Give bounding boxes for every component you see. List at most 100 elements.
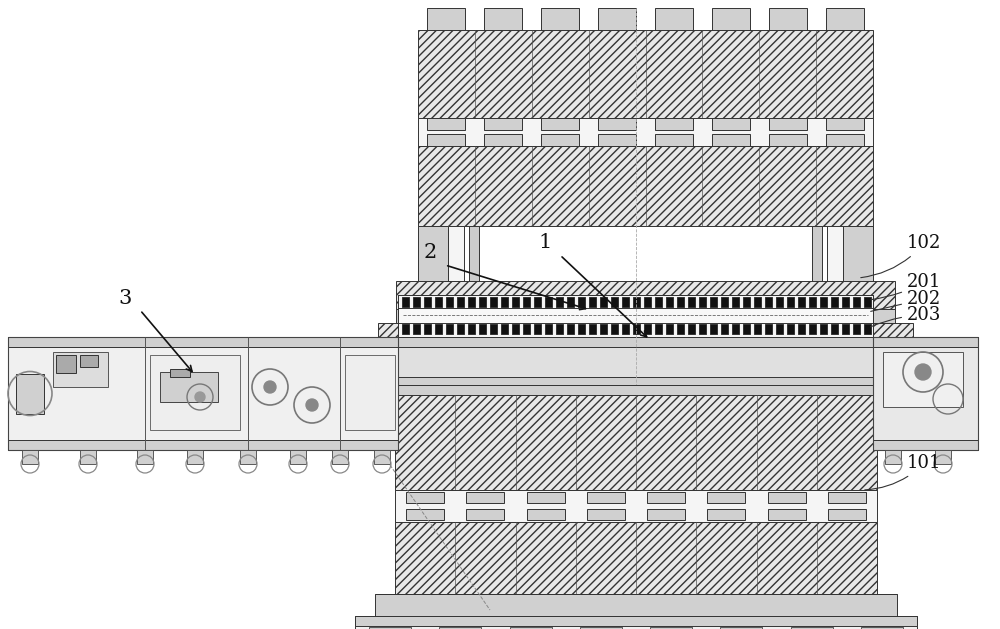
Bar [655,8,693,30]
Bar [633,324,640,334]
Bar [374,450,390,464]
Bar [842,297,849,307]
Bar [655,118,693,130]
Bar [787,297,794,307]
Bar [707,509,745,520]
Bar [396,309,895,323]
Bar [435,297,442,307]
Circle shape [195,392,205,402]
Bar [418,30,873,118]
Bar [527,492,565,503]
Bar [448,226,464,281]
Bar [644,297,651,307]
Bar [468,297,475,307]
Bar [479,324,486,334]
Bar [873,337,978,347]
Text: 101: 101 [865,454,942,490]
Bar [501,324,508,334]
Bar [699,297,706,307]
Bar [765,297,772,307]
Bar [776,297,783,307]
Bar [853,324,860,334]
Bar [390,337,881,347]
Bar [769,134,807,146]
Bar [541,134,579,146]
Bar [827,226,843,281]
Bar [828,509,866,520]
Bar [80,450,96,464]
Bar [395,385,877,395]
Bar [484,8,522,30]
Bar [677,297,684,307]
Bar [831,324,838,334]
Bar [710,324,717,334]
Bar [820,324,827,334]
Bar [587,509,625,520]
Bar [812,226,822,281]
Bar [567,297,574,307]
Bar [22,450,38,464]
Bar [820,297,827,307]
Bar [842,324,849,334]
Bar [787,324,794,334]
Circle shape [306,399,318,411]
Bar [644,324,651,334]
Bar [589,324,596,334]
Bar [53,352,108,387]
Bar [8,337,398,347]
Bar [468,324,475,334]
Bar [754,324,761,334]
Bar [710,297,717,307]
Bar [826,8,864,30]
Bar [633,297,640,307]
Bar [556,297,563,307]
Bar [534,297,541,307]
Bar [732,297,739,307]
Bar [355,616,917,629]
Bar [828,492,866,503]
Bar [375,594,897,616]
Bar [589,297,596,307]
Bar [406,509,444,520]
Bar [398,308,873,323]
Bar [355,616,917,626]
Bar [721,324,728,334]
Bar [466,509,504,520]
Bar [883,352,963,407]
Bar [587,492,625,503]
Bar [677,324,684,334]
Bar [853,297,860,307]
Bar [378,323,913,345]
Bar [647,492,685,503]
Bar [598,118,636,130]
Bar [8,337,398,450]
Bar [457,297,464,307]
Bar [598,8,636,30]
Bar [137,450,153,464]
Bar [600,297,607,307]
Bar [479,297,486,307]
Bar [720,627,762,629]
Bar [402,324,409,334]
Bar [501,297,508,307]
Bar [688,324,695,334]
Bar [712,118,750,130]
Bar [160,372,218,402]
Text: 2: 2 [423,243,437,262]
Bar [170,369,190,377]
Bar [712,134,750,146]
Bar [541,118,579,130]
Bar [512,324,519,334]
Bar [861,627,903,629]
Bar [935,450,951,464]
Bar [765,324,772,334]
Bar [655,134,693,146]
Bar [873,337,978,450]
Bar [484,118,522,130]
Bar [369,627,411,629]
Text: 102: 102 [861,234,941,277]
Bar [413,324,420,334]
Bar [418,226,448,281]
Bar [666,297,673,307]
Bar [809,324,816,334]
